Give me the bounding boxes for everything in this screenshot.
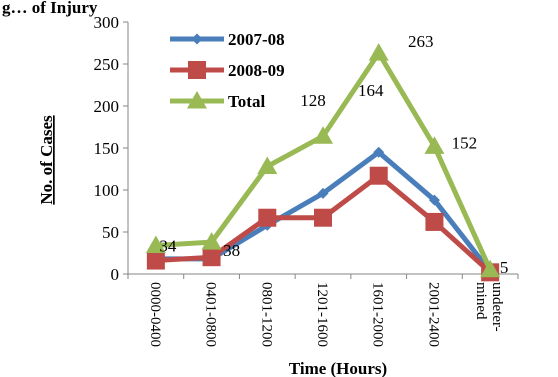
y-tick-label: 100 — [94, 181, 120, 200]
y-axis-title: No. of Cases — [37, 115, 56, 205]
legend-label: 2008-09 — [228, 61, 285, 80]
data-point-2007-08 — [373, 146, 385, 158]
data-point-total — [480, 259, 501, 278]
data-point-total — [313, 126, 333, 144]
data-label: 263 — [408, 32, 434, 51]
legend-label: 2007-08 — [228, 30, 285, 49]
y-tick-label: 0 — [111, 265, 120, 284]
data-point-total — [257, 156, 278, 174]
data-label: 152 — [452, 133, 478, 152]
chart-title: g… of Injury — [2, 0, 98, 17]
series-2008-09 — [146, 166, 500, 282]
x-tick-label: 2001-2400 — [425, 282, 441, 347]
x-axis-title: Time (Hours) — [289, 359, 387, 377]
x-tick-label-line: 0401-0800 — [203, 282, 219, 347]
x-tick-label: 1601-2000 — [370, 282, 386, 347]
data-label: 5 — [500, 258, 509, 277]
data-point-total — [424, 136, 445, 154]
y-tick-label: 50 — [102, 223, 119, 242]
data-point-2007-08 — [428, 194, 440, 206]
x-tick-label-line: 0801-1200 — [258, 282, 274, 347]
legend-label: Total — [228, 92, 265, 111]
data-point-2008-09 — [146, 251, 165, 270]
series-total — [145, 43, 501, 278]
data-label: 34 — [159, 236, 177, 255]
data-point-2008-09 — [425, 212, 444, 231]
data-point-2008-09 — [202, 248, 221, 267]
data-point-total — [201, 232, 222, 250]
legend-swatch-marker — [187, 91, 207, 109]
y-tick-label: 150 — [94, 139, 120, 158]
x-tick-label-line: mined — [473, 282, 489, 320]
legend-swatch-marker — [191, 33, 203, 45]
x-tick-label-line: undeter- — [489, 282, 505, 332]
x-tick-label: 0801-1200 — [258, 282, 274, 347]
legend-item-2007-08: 2007-08 — [170, 30, 285, 49]
x-tick-label: 1201-1600 — [314, 282, 330, 347]
data-label: 164 — [358, 81, 384, 100]
x-tick-label-line: 0000-0400 — [147, 282, 163, 347]
x-tick-label: 0000-0400 — [147, 282, 163, 347]
data-label: 38 — [223, 241, 240, 260]
legend-item-2008-09: 2008-09 — [170, 61, 285, 80]
data-label: 128 — [300, 91, 326, 110]
x-tick-label: 0401-0800 — [203, 282, 219, 347]
y-tick-label: 250 — [94, 55, 120, 74]
x-tick-label-line: 2001-2400 — [425, 282, 441, 347]
legend-swatch-marker — [188, 61, 206, 79]
y-tick-label: 300 — [94, 13, 120, 32]
data-point-2008-09 — [258, 208, 277, 227]
x-tick-label-line: 1601-2000 — [370, 282, 386, 347]
legend-item-total: Total — [170, 91, 265, 111]
x-tick-label: undeter-mined — [473, 282, 505, 332]
data-point-2008-09 — [314, 208, 332, 227]
y-tick-label: 200 — [94, 97, 120, 116]
x-tick-label-line: 1201-1600 — [314, 282, 330, 347]
data-point-2008-09 — [369, 166, 388, 185]
data-point-total — [368, 43, 389, 61]
data-point-total — [145, 235, 166, 253]
series-line-total — [155, 50, 493, 271]
data-point-2007-08 — [317, 187, 329, 199]
